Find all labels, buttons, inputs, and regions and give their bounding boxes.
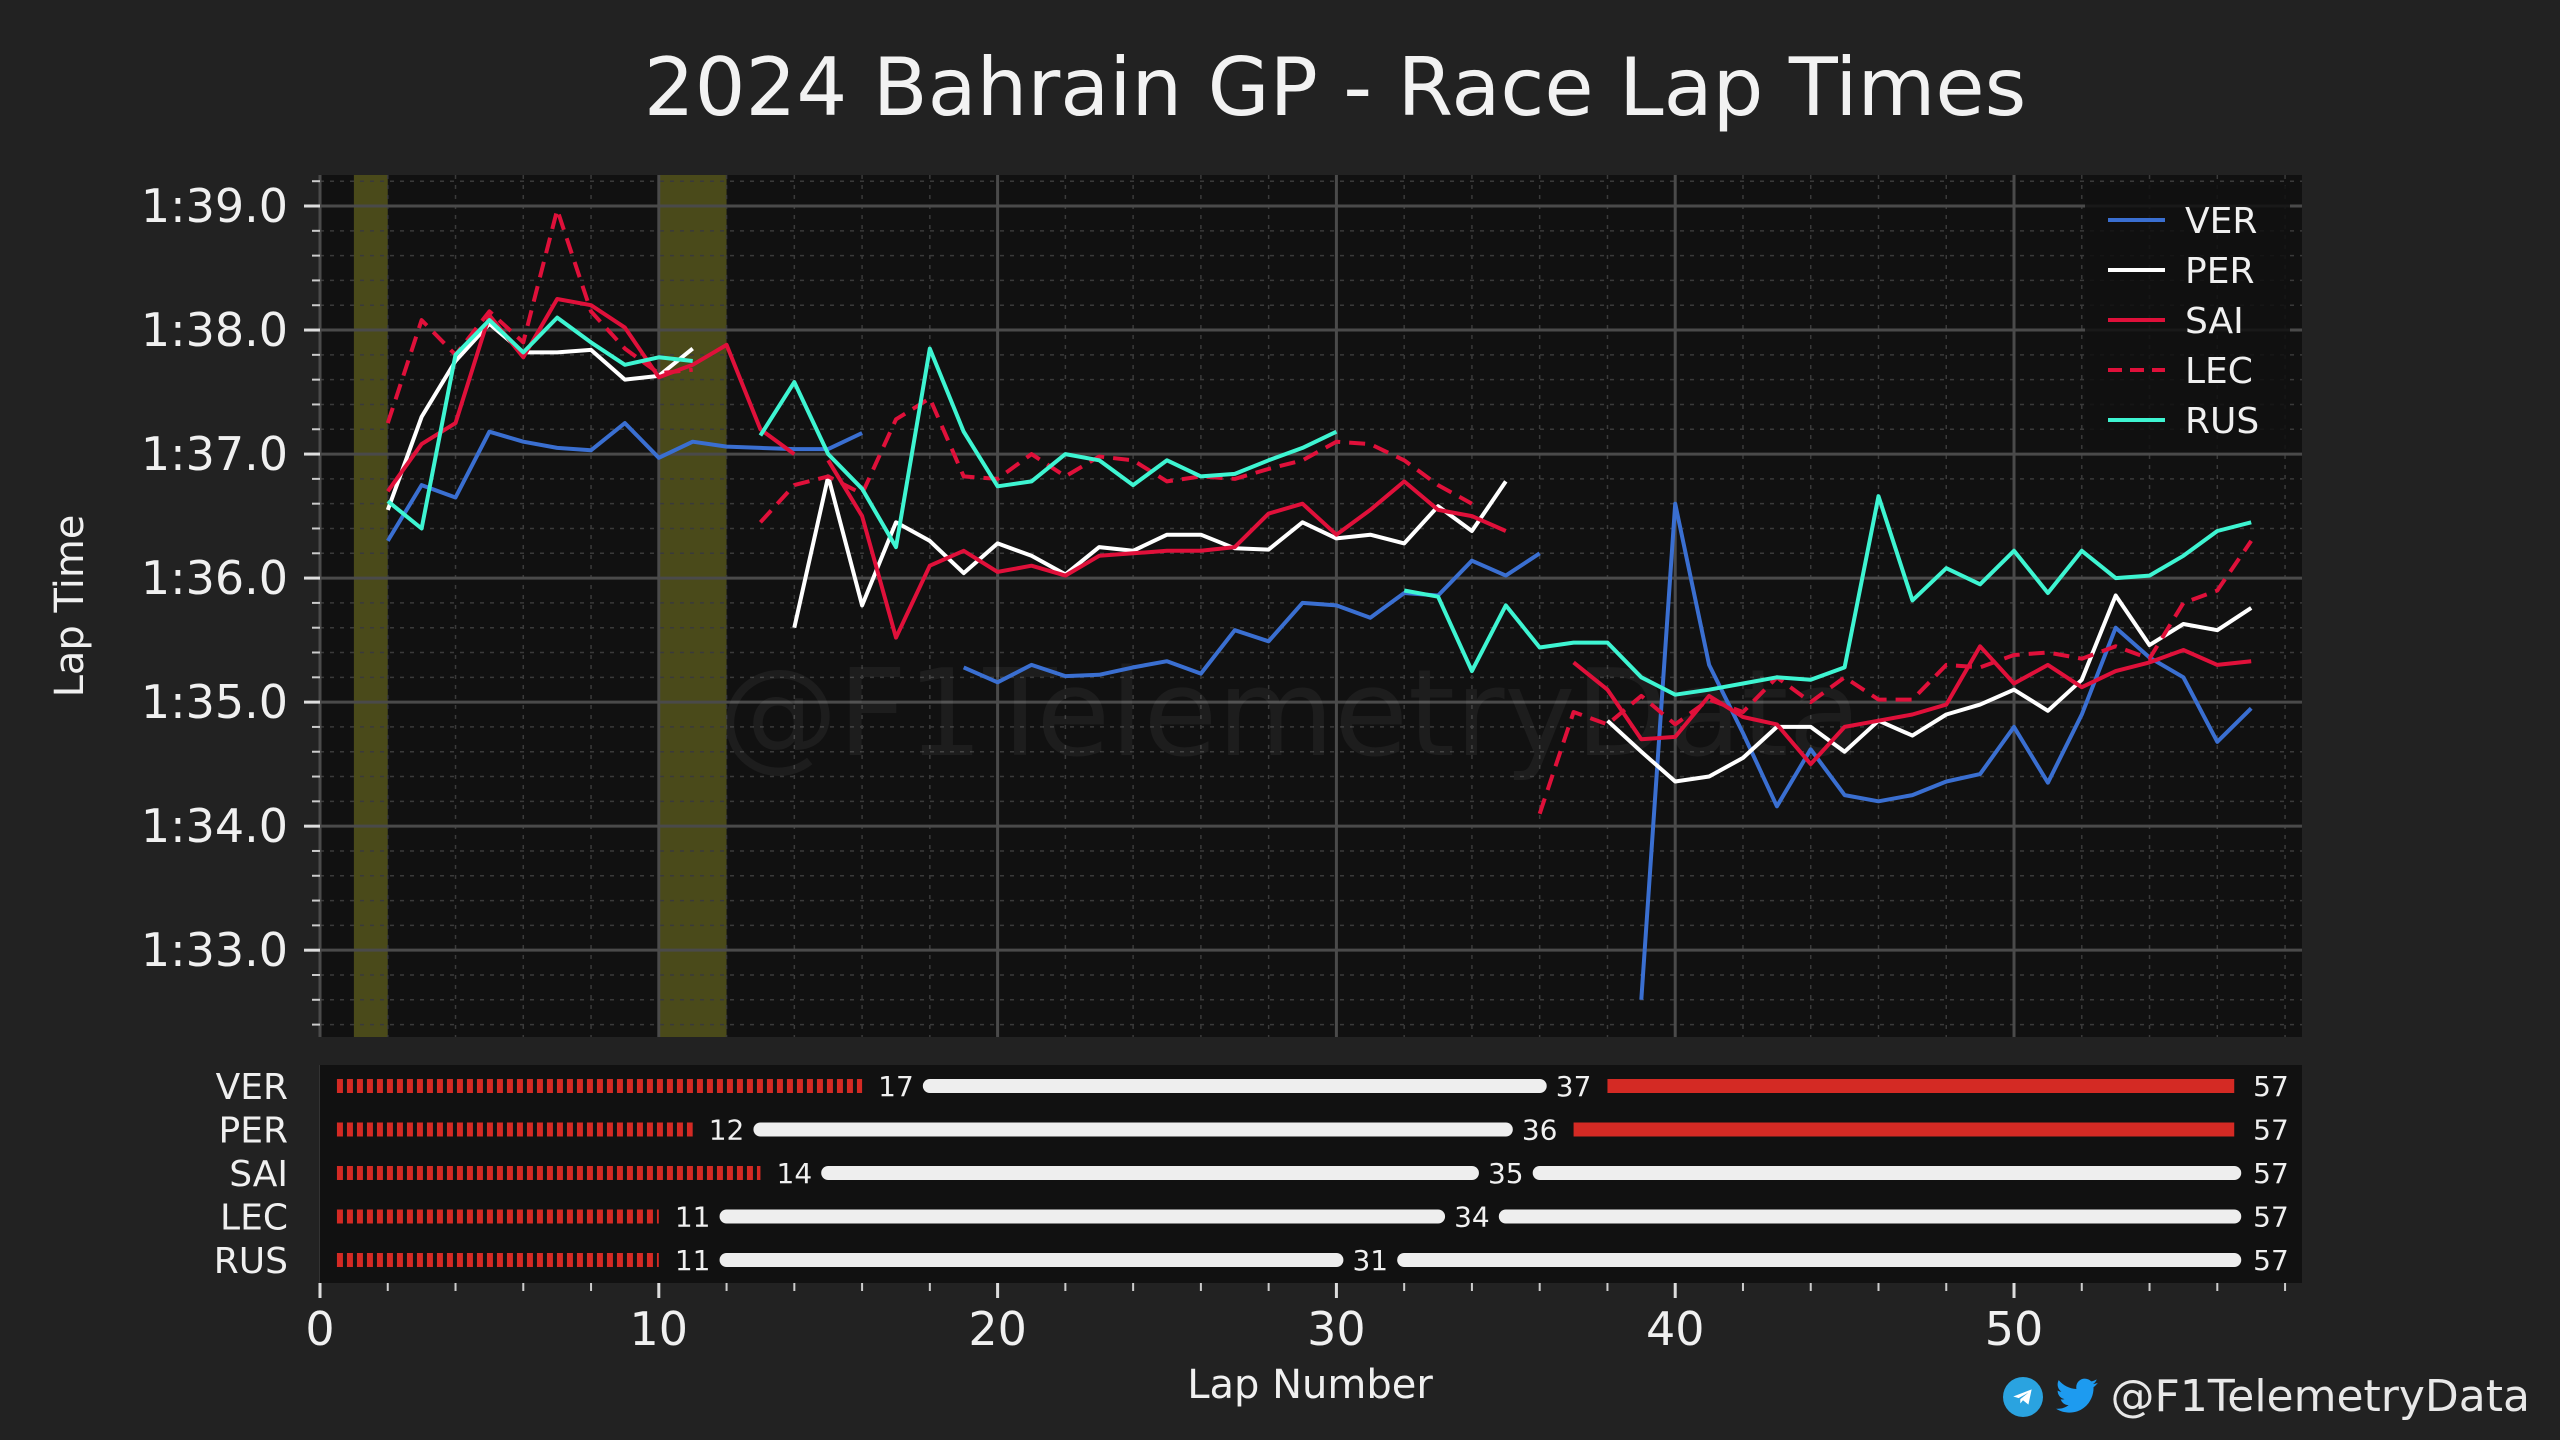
stint-driver-label: PER [219,1111,288,1152]
yellow-flag-layer [353,175,727,1037]
stint-pit-lap-label: 31 [1352,1244,1388,1277]
yellow-flag-band-1 [658,175,727,1037]
y-tick-label: 1:38.0 [141,303,288,357]
plot-area [320,175,2302,1037]
tyre-stints: VER 17 37 57 PER 12 36 57 SAI 14 35 57 LEC 11 34 57 RUS 1… [214,1067,2289,1282]
series-line-sai [826,459,1507,640]
y-tick-labels: 1:39.0 1:38.0 1:37.0 1:36.0 1:35.0 1:34.0 1:33… [141,179,320,977]
legend-label-rus: RUS [2185,401,2259,442]
stint-pit-lap-label: 17 [878,1070,914,1103]
handle-text: @F1TelemetryData [2110,1371,2530,1422]
stint-pit-lap-label: 11 [675,1201,711,1234]
stint-pit-lap-label: 14 [777,1157,813,1190]
series-line-ver [386,421,863,542]
legend-label-ver: VER [2185,201,2257,242]
series-line-sai [386,297,796,493]
twitter-icon [2053,1377,2101,1417]
y-tick-label: 1:39.0 [141,179,288,233]
legend-box [2085,185,2290,450]
y-tick-label: 1:35.0 [141,675,288,729]
stint-driver-label: LEC [220,1198,288,1239]
y-tick-label: 1:36.0 [141,551,288,605]
legend-label-per: PER [2185,251,2254,292]
x-tick-label: 50 [1985,1302,2044,1356]
series-line-per [792,474,1508,629]
legend-label-lec: LEC [2185,351,2253,392]
watermark: @F1TelemetryData [718,645,1862,784]
stint-end-lap-label: 57 [2253,1201,2289,1234]
x-tick-label: 40 [1646,1302,1705,1356]
x-tick-label: 0 [305,1302,334,1356]
y-tick-label: 1:34.0 [141,799,288,853]
yellow-flag-band-0 [353,175,388,1037]
x-tick-label: 20 [968,1302,1027,1356]
series-line-lec [1537,539,2253,815]
stint-end-lap-label: 57 [2253,1070,2289,1103]
series-line-ver [962,551,1541,685]
x-tick-labels: 0 10 20 30 40 50 [305,1283,2287,1356]
chart-title: 2024 Bahrain GP - Race Lap Times [644,41,2027,134]
stint-pit-lap-label: 37 [1556,1070,1592,1103]
x-tick-label: 10 [630,1302,689,1356]
stint-driver-label: RUS [214,1241,288,1282]
legend-label-sai: SAI [2185,301,2244,342]
legend: VER PER SAI LEC RUS [2085,185,2290,450]
social-handle: @F1TelemetryData [2002,1371,2530,1422]
stint-end-lap-label: 57 [2253,1244,2289,1277]
series-line-per [1606,593,2253,784]
series-line-lec [385,207,693,424]
stint-pit-lap-label: 35 [1488,1157,1524,1190]
stint-end-lap-label: 57 [2253,1114,2289,1147]
series-line-per [385,321,694,511]
series-lines [385,207,2253,1000]
grid-layer [312,175,2302,1283]
y-tick-label: 1:37.0 [141,427,288,481]
series-line-lec [758,396,1473,524]
series-line-rus [1403,494,2252,697]
stint-pit-lap-label: 12 [709,1114,745,1147]
series-line-sai [1572,644,2252,767]
stint-pit-lap-label: 36 [1522,1114,1558,1147]
y-axis-label: Lap Time [47,515,93,698]
x-axis-label: Lap Number [1187,1362,1433,1408]
stint-pit-lap-label: 34 [1454,1201,1490,1234]
telegram-icon [2002,1376,2043,1417]
stint-driver-label: VER [216,1067,288,1108]
x-tick-label: 30 [1307,1302,1366,1356]
y-tick-label: 1:33.0 [141,923,288,977]
series-line-rus [758,346,1338,550]
stint-pit-lap-label: 11 [675,1244,711,1277]
stint-driver-label: SAI [229,1154,288,1195]
stint-end-lap-label: 57 [2253,1157,2289,1190]
series-line-rus [386,315,693,531]
